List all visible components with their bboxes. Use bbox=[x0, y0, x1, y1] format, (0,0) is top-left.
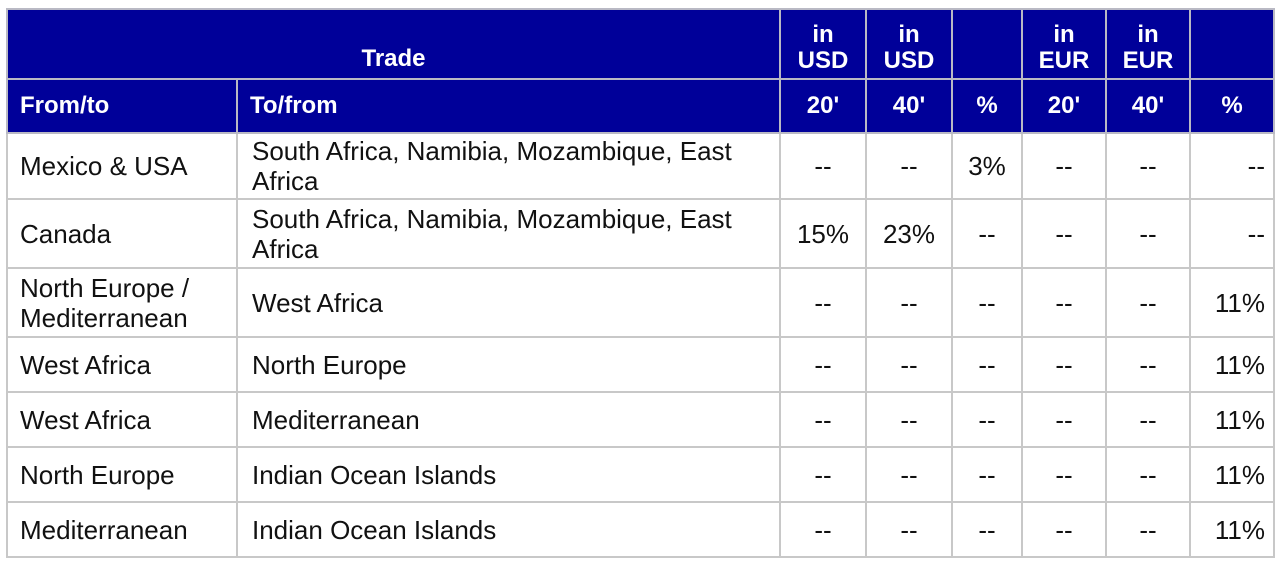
unit-line2: EUR bbox=[1122, 47, 1174, 74]
cell-usd-40: -- bbox=[865, 446, 953, 503]
cell-from: West Africa bbox=[6, 336, 238, 393]
cell-usd-20: -- bbox=[779, 501, 867, 558]
table-row: North Europe / Mediterranean West Africa… bbox=[6, 267, 1275, 338]
column-header-eur-pct: % bbox=[1189, 78, 1275, 134]
header-row-units: Trade in USD in USD in EUR in EUR bbox=[6, 8, 1275, 80]
cell-usd-pct: 3% bbox=[951, 132, 1023, 200]
cell-usd-20: -- bbox=[779, 446, 867, 503]
cell-eur-40: -- bbox=[1105, 446, 1191, 503]
cell-to: North Europe bbox=[236, 336, 781, 393]
cell-usd-pct: -- bbox=[951, 198, 1023, 269]
cell-usd-pct: -- bbox=[951, 267, 1023, 338]
cell-from: Mediterranean bbox=[6, 501, 238, 558]
cell-to: West Africa bbox=[236, 267, 781, 338]
unit-line1: in bbox=[1053, 21, 1075, 48]
column-header-usd-40: 40' bbox=[865, 78, 953, 134]
cell-usd-40: -- bbox=[865, 132, 953, 200]
unit-line2: USD bbox=[883, 47, 935, 74]
cell-eur-20: -- bbox=[1021, 336, 1107, 393]
cell-eur-pct: -- bbox=[1189, 198, 1275, 269]
cell-usd-pct: -- bbox=[951, 446, 1023, 503]
cell-usd-20: -- bbox=[779, 267, 867, 338]
unit-line2: EUR bbox=[1038, 47, 1090, 74]
cell-usd-20: -- bbox=[779, 132, 867, 200]
cell-eur-pct: 11% bbox=[1189, 446, 1275, 503]
column-header-eur-40: 40' bbox=[1105, 78, 1191, 134]
cell-usd-40: -- bbox=[865, 267, 953, 338]
unit-header-eur-40: in EUR bbox=[1105, 8, 1191, 80]
column-header-usd-20: 20' bbox=[779, 78, 867, 134]
cell-usd-pct: -- bbox=[951, 501, 1023, 558]
cell-eur-pct: -- bbox=[1189, 132, 1275, 200]
unit-header-eur-pct bbox=[1189, 8, 1275, 80]
cell-eur-20: -- bbox=[1021, 267, 1107, 338]
cell-eur-40: -- bbox=[1105, 198, 1191, 269]
header-row-columns: From/to To/from 20' 40' % 20' 40' % bbox=[6, 78, 1275, 134]
column-header-from: From/to bbox=[6, 78, 238, 134]
cell-eur-20: -- bbox=[1021, 132, 1107, 200]
table-row: North Europe Indian Ocean Islands -- -- … bbox=[6, 446, 1275, 503]
cell-to: Mediterranean bbox=[236, 391, 781, 448]
unit-line1: in bbox=[898, 21, 920, 48]
cell-usd-20: 15% bbox=[779, 198, 867, 269]
cell-eur-40: -- bbox=[1105, 267, 1191, 338]
unit-header-usd-pct bbox=[951, 8, 1023, 80]
cell-eur-20: -- bbox=[1021, 501, 1107, 558]
column-header-to: To/from bbox=[236, 78, 781, 134]
table-row: Canada South Africa, Namibia, Mozambique… bbox=[6, 198, 1275, 269]
cell-usd-20: -- bbox=[779, 336, 867, 393]
unit-header-eur-20: in EUR bbox=[1021, 8, 1107, 80]
unit-line1: in bbox=[1137, 21, 1159, 48]
cell-eur-40: -- bbox=[1105, 336, 1191, 393]
surcharge-table-container: Trade in USD in USD in EUR in EUR From/to To… bbox=[6, 8, 1275, 558]
column-header-usd-pct: % bbox=[951, 78, 1023, 134]
table-row: Mediterranean Indian Ocean Islands -- --… bbox=[6, 501, 1275, 558]
trade-header: Trade bbox=[6, 8, 781, 80]
cell-eur-40: -- bbox=[1105, 391, 1191, 448]
cell-usd-20: -- bbox=[779, 391, 867, 448]
cell-eur-pct: 11% bbox=[1189, 267, 1275, 338]
cell-to: South Africa, Namibia, Mozambique, East … bbox=[236, 132, 781, 200]
surcharge-table: Trade in USD in USD in EUR in EUR From/to To… bbox=[6, 8, 1275, 558]
cell-eur-20: -- bbox=[1021, 198, 1107, 269]
cell-eur-pct: 11% bbox=[1189, 501, 1275, 558]
cell-usd-40: -- bbox=[865, 501, 953, 558]
cell-to: South Africa, Namibia, Mozambique, East … bbox=[236, 198, 781, 269]
cell-from: West Africa bbox=[6, 391, 238, 448]
cell-eur-20: -- bbox=[1021, 446, 1107, 503]
cell-usd-40: 23% bbox=[865, 198, 953, 269]
cell-usd-pct: -- bbox=[951, 391, 1023, 448]
table-row: West Africa North Europe -- -- -- -- -- … bbox=[6, 336, 1275, 393]
table-row: West Africa Mediterranean -- -- -- -- --… bbox=[6, 391, 1275, 448]
cell-eur-20: -- bbox=[1021, 391, 1107, 448]
cell-to: Indian Ocean Islands bbox=[236, 446, 781, 503]
cell-eur-40: -- bbox=[1105, 132, 1191, 200]
table-row: Mexico & USA South Africa, Namibia, Moza… bbox=[6, 132, 1275, 200]
cell-usd-40: -- bbox=[865, 336, 953, 393]
cell-from: North Europe bbox=[6, 446, 238, 503]
cell-eur-pct: 11% bbox=[1189, 336, 1275, 393]
cell-usd-40: -- bbox=[865, 391, 953, 448]
cell-usd-pct: -- bbox=[951, 336, 1023, 393]
cell-from: Mexico & USA bbox=[6, 132, 238, 200]
cell-from: Canada bbox=[6, 198, 238, 269]
unit-header-usd-40: in USD bbox=[865, 8, 953, 80]
cell-eur-pct: 11% bbox=[1189, 391, 1275, 448]
cell-eur-40: -- bbox=[1105, 501, 1191, 558]
unit-header-usd-20: in USD bbox=[779, 8, 867, 80]
unit-line2: USD bbox=[797, 47, 849, 74]
unit-line1: in bbox=[812, 21, 834, 48]
column-header-eur-20: 20' bbox=[1021, 78, 1107, 134]
cell-from: North Europe / Mediterranean bbox=[6, 267, 238, 338]
cell-to: Indian Ocean Islands bbox=[236, 501, 781, 558]
